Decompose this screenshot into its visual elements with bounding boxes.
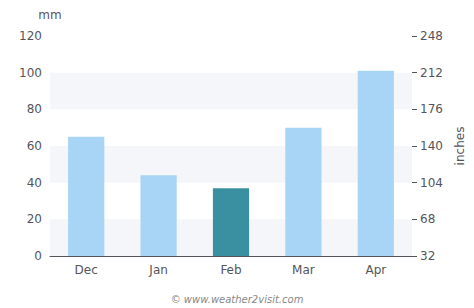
- svg-text:Dec: Dec: [75, 263, 98, 277]
- svg-text:120: 120: [19, 29, 42, 43]
- svg-text:© www.weather2visit.com: © www.weather2visit.com: [171, 294, 304, 305]
- svg-text:Feb: Feb: [220, 263, 241, 277]
- svg-text:100: 100: [19, 66, 42, 80]
- svg-text:176: 176: [420, 102, 443, 116]
- svg-text:Mar: Mar: [292, 263, 315, 277]
- svg-text:Apr: Apr: [365, 263, 386, 277]
- svg-text:32: 32: [420, 249, 435, 263]
- svg-text:Jan: Jan: [148, 263, 168, 277]
- svg-text:104: 104: [420, 176, 443, 190]
- svg-text:mm: mm: [38, 8, 61, 22]
- svg-text:60: 60: [27, 139, 42, 153]
- svg-text:68: 68: [420, 212, 435, 226]
- svg-text:80: 80: [27, 102, 42, 116]
- svg-text:140: 140: [420, 139, 443, 153]
- svg-text:40: 40: [27, 176, 42, 190]
- svg-text:20: 20: [27, 212, 42, 226]
- svg-text:inches: inches: [453, 127, 467, 166]
- svg-text:212: 212: [420, 66, 443, 80]
- svg-text:248: 248: [420, 29, 443, 43]
- svg-text:0: 0: [34, 249, 42, 263]
